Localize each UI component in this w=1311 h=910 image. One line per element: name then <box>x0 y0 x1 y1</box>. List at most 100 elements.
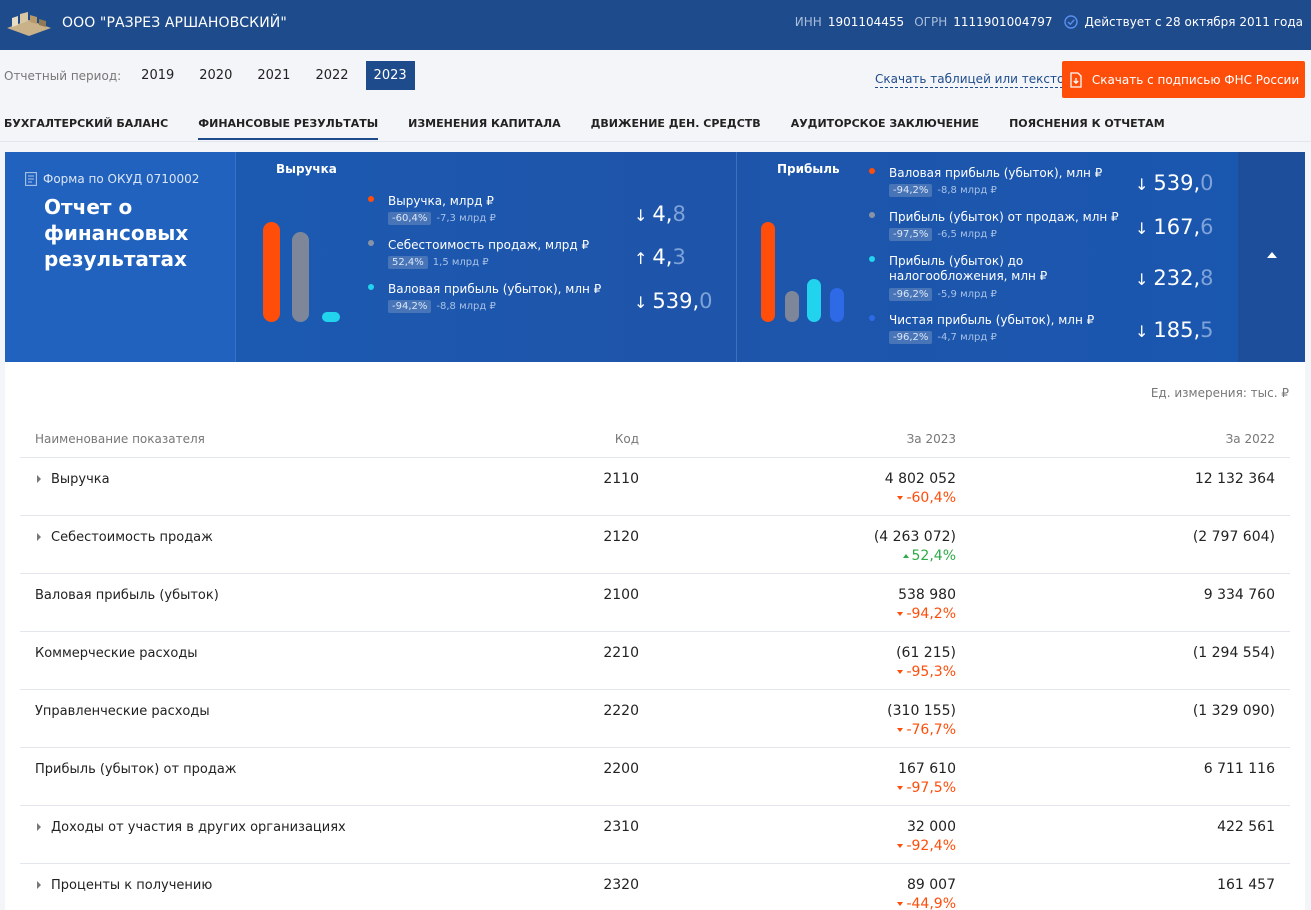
row-name: Себестоимость продаж <box>51 530 213 545</box>
pretax-profit-bar <box>807 279 821 322</box>
report-title: Отчет о финансовых результатах <box>44 195 189 271</box>
change-badge: -60,4% <box>388 212 432 225</box>
legend-dot <box>368 284 374 290</box>
period-selector: Отчетный период: 2019 2020 2021 2022 202… <box>4 61 424 90</box>
row-change: -44,9% <box>897 896 956 910</box>
report-tabs: БУХГАЛТЕРСКИЙ БАЛАНС ФИНАНСОВЫЕ РЕЗУЛЬТА… <box>4 112 1195 142</box>
ogrn-label: ОГРН <box>914 15 948 29</box>
expand-row-icon[interactable] <box>37 881 41 889</box>
row-value-2023: 32 000 <box>907 819 956 835</box>
row-name: Доходы от участия в других организациях <box>51 820 346 835</box>
change-delta: -6,5 млрд ₽ <box>937 229 997 240</box>
expand-row-icon[interactable] <box>37 533 41 541</box>
gross-profit-metric-row: Валовая прибыль (убыток), млн ₽ -94,2% -8… <box>368 282 602 313</box>
table-row: Коммерческие расходы 2210 (61 215) -95,3% (1… <box>20 632 1290 690</box>
download-signed-button[interactable]: Скачать с подписью ФНС России <box>1062 61 1305 98</box>
triangle-up-icon <box>902 554 909 558</box>
arrow-down-icon: ↓ <box>1135 175 1149 194</box>
row-value-2023: (4 263 072) <box>873 529 956 545</box>
summary-panel: Форма по ОКУД 0710002 Отчет о финансовых… <box>5 152 1305 362</box>
triangle-down-icon <box>897 670 904 674</box>
row-code: 2100 <box>603 587 639 603</box>
pretax-profit-metric-row: Прибыль (убыток) до налогообложения, млн… <box>869 254 1079 301</box>
metric-label: Выручка, млрд ₽ <box>388 194 494 208</box>
change-badge: -97,5% <box>889 228 933 241</box>
metric-label: Валовая прибыль (убыток), млн ₽ <box>388 282 602 296</box>
arrow-down-icon: ↓ <box>1135 322 1149 341</box>
change-delta: -4,7 млрд ₽ <box>937 332 997 343</box>
revenue-metric-row: Выручка, млрд ₽ -60,4% -7,3 млрд ₽ <box>368 194 496 225</box>
sales-profit-metric-row: Прибыль (убыток) от продаж, млн ₽ -97,5%… <box>869 210 1119 241</box>
tab-audit-report[interactable]: АУДИТОРСКОЕ ЗАКЛЮЧЕНИЕ <box>790 117 980 130</box>
metric-value: ↓ 167,6 <box>1135 215 1214 239</box>
top-bar: ООО "РАЗРЕЗ АРШАНОВСКИЙ" ИНН 1901104455 … <box>0 0 1311 50</box>
row-name: Коммерческие расходы <box>35 646 198 661</box>
table-row[interactable]: Проценты к получению 2320 89 007 -44,9% 161 … <box>20 864 1290 910</box>
row-value-2022: (2 797 604) <box>1192 529 1275 545</box>
row-value-2023: 4 802 052 <box>884 471 956 487</box>
row-value-2023: 89 007 <box>907 877 956 893</box>
tabs-divider <box>0 141 1311 142</box>
row-name: Прибыль (убыток) от продаж <box>35 762 237 777</box>
company-requisites: ИНН 1901104455 ОГРН 1111901004797 Действ… <box>795 15 1303 29</box>
metric-label: Прибыль (убыток) от продаж, млн ₽ <box>889 210 1119 224</box>
chevron-up-icon <box>1267 252 1277 258</box>
row-value-2022: (1 329 090) <box>1192 703 1275 719</box>
expand-row-icon[interactable] <box>37 475 41 483</box>
change-delta: -8,8 млрд ₽ <box>937 185 997 196</box>
year-2022[interactable]: 2022 <box>315 68 349 83</box>
metric-label: Прибыль (убыток) до налогообложения, млн… <box>889 254 1048 283</box>
table-row[interactable]: Доходы от участия в других организациях 2… <box>20 806 1290 864</box>
arrow-down-icon: ↓ <box>634 293 648 312</box>
change-badge: -96,2% <box>889 331 933 344</box>
tab-cash-flow[interactable]: ДВИЖЕНИЕ ДЕН. СРЕДСТВ <box>590 117 761 130</box>
change-badge: -96,2% <box>889 288 933 301</box>
tab-balance[interactable]: БУХГАЛТЕРСКИЙ БАЛАНС <box>4 117 169 130</box>
download-signed-label: Скачать с подписью ФНС России <box>1091 72 1300 87</box>
year-2020[interactable]: 2020 <box>199 68 233 83</box>
download-table-link[interactable]: Скачать таблицей или текстом <box>875 72 1074 88</box>
year-2023[interactable]: 2023 <box>365 61 415 90</box>
metric-label: Себестоимость продаж, млрд ₽ <box>388 238 590 252</box>
revenue-block-title: Выручка <box>276 162 337 176</box>
change-badge: -94,2% <box>889 184 933 197</box>
revenue-block: Выручка Выручка, млрд ₽ -60,4% -7,3 млрд … <box>235 152 736 362</box>
triangle-down-icon <box>897 496 904 500</box>
metric-label: Валовая прибыль (убыток), млн ₽ <box>889 166 1103 180</box>
row-code: 2110 <box>603 471 639 487</box>
row-value-2023: 538 980 <box>898 587 956 603</box>
row-value-2022: 12 132 364 <box>1194 471 1275 487</box>
row-code: 2220 <box>603 703 639 719</box>
ogrn-value: 1111901004797 <box>953 15 1053 29</box>
company-logo-icon <box>7 12 51 36</box>
table-row: Управленческие расходы 2220 (310 155) -76,7… <box>20 690 1290 748</box>
tab-notes[interactable]: ПОЯСНЕНИЯ К ОТЧЕТАМ <box>1009 117 1165 130</box>
tab-financial-results[interactable]: ФИНАНСОВЫЕ РЕЗУЛЬТАТЫ <box>198 112 379 140</box>
row-change: 52,4% <box>902 548 956 564</box>
net-profit-bar <box>830 288 844 322</box>
row-name: Выручка <box>51 472 110 487</box>
row-value-2023: (61 215) <box>896 645 956 661</box>
year-2019[interactable]: 2019 <box>141 68 175 83</box>
table-row[interactable]: Выручка 2110 4 802 052 -60,4% 12 132 364 <box>20 458 1290 516</box>
table-row: Прибыль (убыток) от продаж 2200 167 610 -97… <box>20 748 1290 806</box>
year-2021[interactable]: 2021 <box>257 68 291 83</box>
change-delta: -5,9 млрд ₽ <box>937 289 997 300</box>
row-value-2022: 9 334 760 <box>1203 587 1275 603</box>
change-badge: 52,4% <box>388 256 428 269</box>
triangle-down-icon <box>897 728 904 732</box>
metric-value: ↓ 539,0 <box>634 289 713 313</box>
triangle-down-icon <box>897 902 904 906</box>
legend-dot <box>368 196 374 202</box>
triangle-down-icon <box>897 844 904 848</box>
collapse-panel-button[interactable] <box>1238 152 1305 362</box>
metric-value: ↓ 185,5 <box>1135 318 1214 342</box>
table-row: Валовая прибыль (убыток) 2100 538 980 -94,2… <box>20 574 1290 632</box>
sales-profit-bar <box>785 291 799 322</box>
table-row[interactable]: Себестоимость продаж 2120 (4 263 072) 52,4%… <box>20 516 1290 574</box>
expand-row-icon[interactable] <box>37 823 41 831</box>
profit-block-title: Прибыль <box>777 162 840 176</box>
cost-metric-row: Себестоимость продаж, млрд ₽ 52,4% 1,5 мл… <box>368 238 590 269</box>
row-code: 2310 <box>603 819 639 835</box>
tab-capital-changes[interactable]: ИЗМЕНЕНИЯ КАПИТАЛА <box>408 117 561 130</box>
